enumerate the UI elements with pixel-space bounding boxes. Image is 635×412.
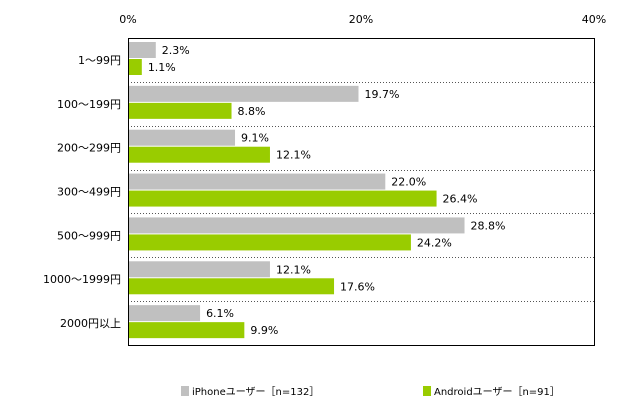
category-label: 100～199円 (57, 98, 121, 111)
value-labels: 2.3% 1.1% 19.7% 8.8% 9.1% 12.1% 22.0% 26.4% 28.8… (148, 44, 506, 337)
plot-frame (128, 38, 595, 346)
bar-android (129, 102, 232, 119)
legend-iphone-swatch (181, 385, 189, 396)
data-label: 9.9% (250, 324, 278, 337)
data-label: 28.8% (471, 219, 506, 232)
data-label: 26.4% (443, 193, 478, 206)
data-label: 9.1% (241, 132, 269, 145)
bar-android (129, 322, 245, 339)
data-label: 12.1% (276, 149, 311, 162)
category-labels: 1～99円 100～199円 200～299円 300～499円 500～999円 100… (43, 54, 121, 330)
data-label: 2.3% (162, 44, 190, 57)
bar-android (129, 146, 270, 163)
legend-android-label: Androidユーザー［n=91］ (434, 387, 560, 398)
bar-iphone (129, 129, 236, 146)
bar-android (129, 59, 142, 75)
bar-iphone (129, 85, 359, 102)
legend-iphone: iPhoneユーザー［n=132］ (181, 383, 319, 398)
data-label: 22.0% (391, 176, 426, 189)
data-label: 1.1% (148, 61, 176, 74)
legend-iphone-label: iPhoneユーザー［n=132］ (192, 387, 320, 398)
bar-iphone (129, 261, 270, 278)
bar-android (129, 278, 335, 295)
category-label: 1～99円 (78, 54, 121, 67)
bar-iphone (129, 173, 386, 190)
bars (129, 42, 465, 339)
bar-iphone (129, 42, 156, 58)
bar-iphone (129, 305, 201, 322)
data-label: 17.6% (340, 280, 375, 293)
data-label: 12.1% (276, 263, 311, 276)
bar-android (129, 190, 437, 207)
x-tick-label: 20% (349, 13, 373, 26)
legend-android-swatch (423, 385, 431, 396)
data-label: 8.8% (238, 105, 266, 118)
category-label: 1000～1999円 (43, 273, 121, 286)
x-axis-ticks: 0% 20% 40% (119, 13, 606, 26)
data-label: 24.2% (417, 236, 452, 249)
legend-android: Androidユーザー［n=91］ (423, 383, 560, 398)
data-label: 6.1% (206, 307, 234, 320)
bar-android (129, 234, 411, 251)
data-label: 19.7% (365, 88, 400, 101)
category-label: 300～499円 (57, 186, 121, 199)
bar-iphone (129, 217, 465, 234)
x-tick-label: 40% (582, 13, 606, 26)
x-tick-label: 0% (119, 13, 136, 26)
category-label: 500～999円 (57, 229, 121, 242)
category-label: 2000円以上 (60, 317, 121, 330)
category-label: 200～299円 (57, 142, 121, 155)
